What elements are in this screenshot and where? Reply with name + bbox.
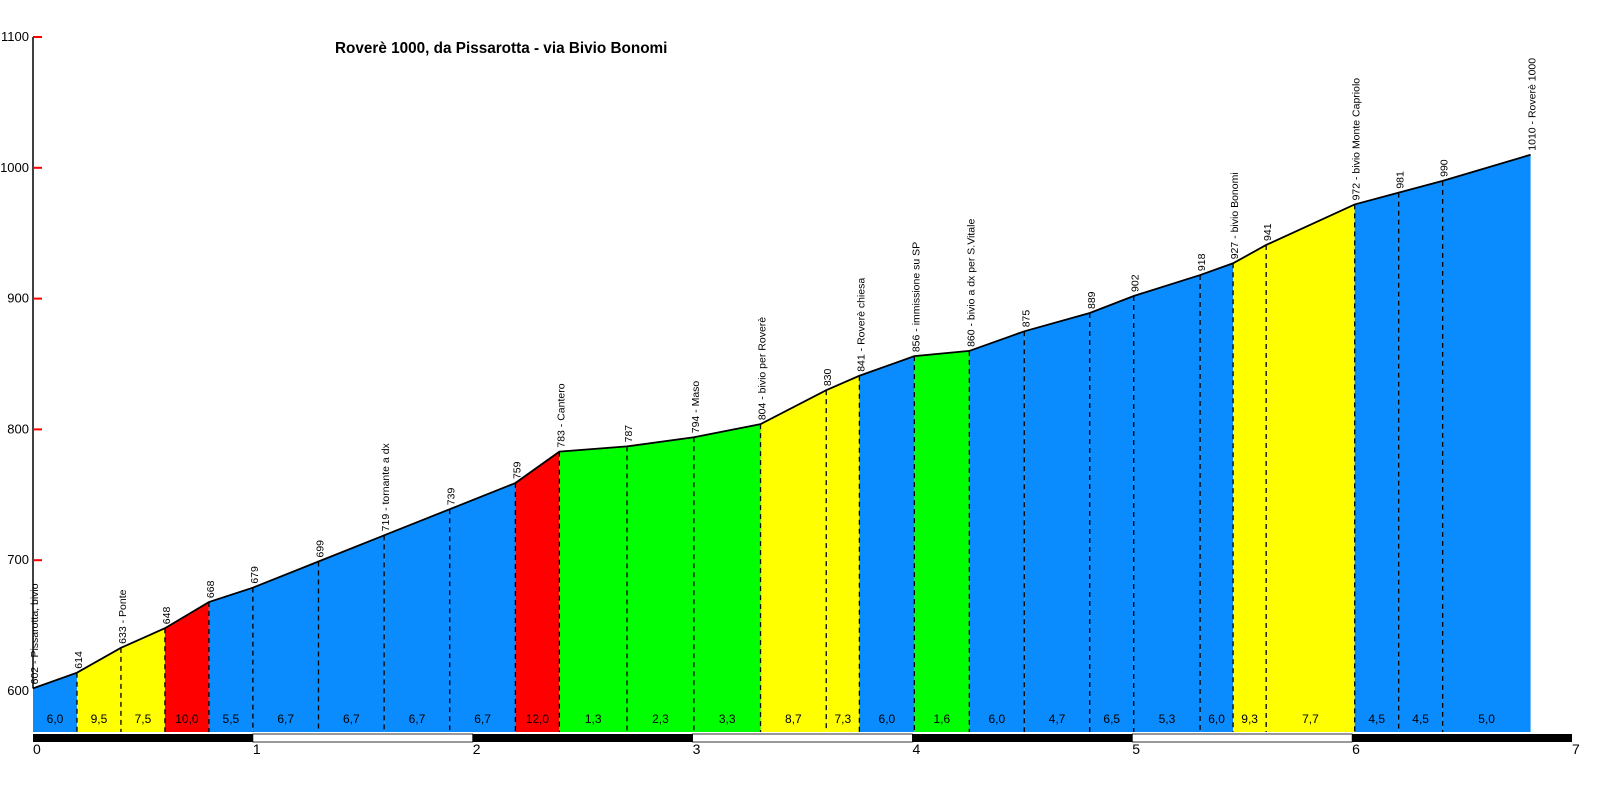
svg-text:830: 830 (822, 368, 834, 386)
svg-text:759: 759 (511, 461, 523, 479)
svg-text:0: 0 (33, 741, 41, 757)
svg-text:5,5: 5,5 (223, 712, 240, 726)
svg-text:6,7: 6,7 (474, 712, 491, 726)
svg-text:972 - bivio Monte Capriolo: 972 - bivio Monte Capriolo (1351, 78, 1363, 201)
svg-text:6,0: 6,0 (47, 712, 64, 726)
svg-text:3: 3 (693, 741, 701, 757)
svg-text:5,3: 5,3 (1159, 712, 1176, 726)
svg-text:1,6: 1,6 (933, 712, 950, 726)
svg-text:7,3: 7,3 (834, 712, 851, 726)
svg-text:6,7: 6,7 (277, 712, 294, 726)
svg-text:1100: 1100 (1, 29, 29, 44)
svg-text:614: 614 (73, 651, 85, 669)
svg-text:4,5: 4,5 (1412, 712, 1429, 726)
svg-text:889: 889 (1086, 291, 1098, 309)
svg-text:600: 600 (7, 683, 29, 698)
svg-text:787: 787 (623, 425, 635, 443)
svg-text:941: 941 (1262, 223, 1274, 241)
svg-text:9,5: 9,5 (91, 712, 108, 726)
svg-text:3,3: 3,3 (719, 712, 736, 726)
svg-text:7: 7 (1572, 741, 1580, 757)
svg-text:800: 800 (7, 421, 29, 436)
svg-text:6,0: 6,0 (1208, 712, 1225, 726)
svg-text:648: 648 (161, 607, 173, 625)
svg-text:783 - Cantero: 783 - Cantero (555, 383, 567, 447)
svg-text:699: 699 (314, 540, 326, 558)
svg-text:5,0: 5,0 (1478, 712, 1495, 726)
svg-text:2: 2 (473, 741, 481, 757)
svg-text:875: 875 (1020, 310, 1032, 328)
svg-text:4: 4 (912, 741, 920, 757)
svg-text:739: 739 (446, 488, 458, 506)
svg-text:6,7: 6,7 (343, 712, 360, 726)
svg-text:12,0: 12,0 (526, 712, 550, 726)
svg-text:668: 668 (205, 580, 217, 598)
svg-text:6,0: 6,0 (988, 712, 1005, 726)
svg-text:602 - Pissarotta, bivio: 602 - Pissarotta, bivio (29, 583, 41, 684)
svg-text:2,3: 2,3 (652, 712, 669, 726)
svg-text:1010 - Roverè 1000: 1010 - Roverè 1000 (1527, 58, 1539, 151)
svg-text:1000: 1000 (0, 160, 29, 175)
svg-text:1,3: 1,3 (585, 712, 602, 726)
svg-text:804 - bivio per Roverè: 804 - bivio per Roverè (757, 317, 769, 420)
svg-text:7,7: 7,7 (1302, 712, 1319, 726)
svg-text:700: 700 (7, 552, 29, 567)
svg-text:7,5: 7,5 (135, 712, 152, 726)
svg-text:902: 902 (1130, 274, 1142, 292)
svg-text:633 - Ponte: 633 - Ponte (117, 589, 129, 643)
svg-text:981: 981 (1395, 171, 1407, 189)
svg-text:6,0: 6,0 (879, 712, 896, 726)
svg-text:794 - Maso: 794 - Maso (690, 381, 702, 434)
svg-text:10,0: 10,0 (175, 712, 199, 726)
svg-text:6: 6 (1352, 741, 1360, 757)
svg-text:900: 900 (7, 291, 29, 306)
svg-text:9,3: 9,3 (1241, 712, 1258, 726)
svg-text:4,5: 4,5 (1368, 712, 1385, 726)
svg-text:927 - bivio Bonomi: 927 - bivio Bonomi (1229, 172, 1241, 259)
svg-text:856 - immissione su SP: 856 - immissione su SP (910, 242, 922, 352)
svg-text:918: 918 (1196, 253, 1208, 271)
svg-text:860 - bivio a dx per S.Vitale: 860 - bivio a dx per S.Vitale (965, 219, 977, 347)
svg-text:Roverè 1000, da Pissarotta - v: Roverè 1000, da Pissarotta - via Bivio B… (335, 40, 667, 57)
svg-text:1: 1 (253, 741, 261, 757)
svg-text:679: 679 (249, 566, 261, 584)
svg-text:5: 5 (1132, 741, 1140, 757)
svg-text:6,7: 6,7 (409, 712, 426, 726)
svg-text:719 - tornante a dx: 719 - tornante a dx (380, 442, 392, 531)
svg-text:4,7: 4,7 (1049, 712, 1066, 726)
svg-text:6,5: 6,5 (1103, 712, 1120, 726)
svg-text:841 - Roverè chiesa: 841 - Roverè chiesa (855, 278, 867, 372)
svg-text:8,7: 8,7 (785, 712, 802, 726)
svg-text:990: 990 (1439, 159, 1451, 177)
